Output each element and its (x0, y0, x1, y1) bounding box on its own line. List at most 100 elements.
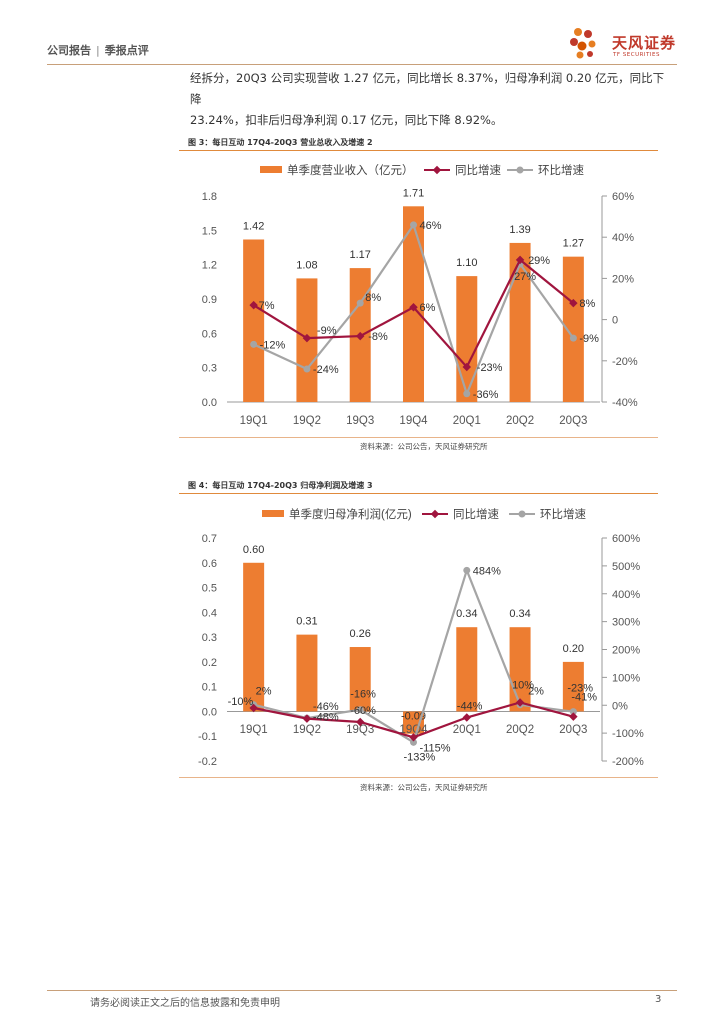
bar-value-label: 0.31 (296, 616, 317, 628)
qoq-value-label: 2% (256, 686, 272, 698)
report-category: 公司报告 | 季报点评 (47, 42, 149, 58)
legend-yoy-marker (430, 509, 440, 519)
yoy-value-label: -44% (457, 701, 483, 713)
bar-19Q2 (296, 634, 318, 712)
qoq-point (463, 566, 471, 574)
qoq-value-label: 484% (473, 565, 501, 577)
y2-tick-label: 300% (612, 617, 640, 629)
qoq-value-label: -9% (579, 333, 599, 345)
y2-tick-label: -40% (612, 397, 638, 409)
yoy-point (249, 703, 258, 713)
qoq-point (303, 365, 311, 373)
category-label: 公司报告 (47, 44, 91, 57)
x-tick-label: 19Q4 (399, 415, 428, 427)
y-tick-label: 0.6 (202, 328, 217, 340)
y-tick-label: 0.5 (202, 583, 217, 595)
qoq-value-label: 46% (420, 220, 442, 232)
bar-value-label: 1.08 (296, 259, 317, 271)
figure4-source: 资料来源：公司公告，天风证券研究所 (360, 783, 488, 792)
y2-tick-label: 0 (612, 315, 618, 327)
bar-value-label: 1.42 (243, 220, 264, 232)
y2-tick-label: -20% (612, 356, 638, 368)
qoq-value-label: -133% (404, 751, 436, 763)
yoy-value-label: -9% (317, 325, 337, 337)
legend-qoq-marker (516, 166, 524, 174)
figure4-top-rule (179, 493, 658, 494)
y-tick-label: 0.4 (202, 607, 217, 619)
legend-qoq-label: 环比增速 (540, 507, 586, 521)
legend-bar-label: 单季度归母净利润(亿元) (289, 507, 412, 521)
qoq-point (250, 340, 258, 348)
y-tick-label: -0.1 (198, 731, 217, 743)
yoy-point (355, 717, 365, 727)
figure4-title: 图 4：每日互动 17Q4-20Q3 归母净利润及增速 3 (188, 481, 373, 490)
y2-tick-label: 60% (612, 191, 634, 203)
yoy-point (515, 698, 525, 707)
qoq-point (410, 738, 417, 746)
x-tick-label: 19Q3 (346, 415, 374, 427)
x-tick-label: 19Q2 (293, 415, 321, 427)
y-tick-label: 1.8 (202, 191, 217, 203)
qoq-value-label: 8% (365, 292, 381, 304)
logo-text: 天风证券 (612, 34, 677, 52)
qoq-value-label: -16% (350, 689, 376, 701)
legend-yoy-label: 同比增速 (455, 163, 501, 177)
yoy-point (355, 331, 365, 341)
footer-divider (47, 990, 677, 991)
y-tick-label: 0.0 (202, 397, 217, 409)
qoq-value-label: -12% (260, 339, 286, 351)
yoy-value-label: 6% (420, 302, 436, 314)
legend-qoq-marker (518, 510, 526, 518)
y-tick-label: 0.6 (202, 558, 217, 570)
y-tick-label: 0.3 (202, 363, 217, 375)
bar-20Q1 (456, 627, 478, 712)
yoy-value-label: 29% (528, 255, 550, 267)
x-tick-label: 20Q2 (506, 415, 534, 427)
y-tick-label: 0.2 (202, 657, 217, 669)
intro-line-2: 23.24%，扣非后归母净利润 0.17 亿元，同比下降 8.92%。 (190, 113, 503, 127)
qoq-point (569, 334, 577, 342)
y2-tick-label: 20% (612, 273, 634, 285)
yoy-point (462, 362, 472, 372)
bar-value-label: 1.71 (403, 187, 424, 199)
yoy-point (302, 333, 312, 343)
bar-value-label: 0.20 (563, 643, 584, 655)
page-number: 3 (655, 994, 662, 1005)
yoy-point (462, 713, 472, 722)
y2-tick-label: 40% (612, 232, 634, 244)
yoy-value-label: 8% (579, 298, 595, 310)
bar-value-label: 0.60 (243, 544, 264, 556)
header-divider (47, 64, 677, 65)
y2-tick-label: -200% (612, 756, 644, 768)
bar-20Q2 (509, 242, 531, 402)
figure4-chart: 单季度归母净利润(亿元) 同比增速 环比增速 -0.2 -0.1 0.0 0.1 0.2 0.3… (198, 507, 644, 768)
yoy-point (409, 302, 418, 312)
y-tick-label: 0.7 (202, 533, 217, 545)
figure3-chart: 单季度营业收入（亿元） 同比增速 环比增速 0.0 0.3 0.6 0.9 1.2 1.5 1.8… (202, 163, 638, 427)
y2-tick-label: 600% (612, 533, 640, 545)
x-tick-label: 19Q1 (240, 415, 268, 427)
intro-paragraph: 经拆分，20Q3 公司实现营收 1.27 亿元，同比增长 8.37%，归母净利润… (190, 68, 675, 131)
y-tick-label: -0.2 (198, 756, 217, 768)
x-tick-label: 20Q2 (506, 724, 534, 736)
footer-disclaimer: 请务必阅读正文之后的信息披露和免责申明 (90, 998, 280, 1009)
y-tick-label: 0.3 (202, 632, 217, 644)
yoy-value-label: -115% (420, 742, 451, 754)
bar-20Q1 (456, 276, 478, 402)
yoy-point (302, 714, 312, 723)
legend-yoy-label: 同比增速 (453, 507, 499, 521)
yoy-value-label: -60% (350, 705, 376, 717)
yoy-point (409, 733, 418, 742)
bar-value-label: 0.34 (456, 608, 477, 620)
legend-bar-swatch (260, 166, 282, 173)
bar-20Q3 (562, 256, 584, 402)
yoy-point (249, 300, 258, 310)
y2-tick-label: 200% (612, 645, 640, 657)
y-tick-label: 0.9 (202, 294, 217, 306)
qoq-value-label: -36% (473, 389, 499, 401)
y-tick-label: 0.0 (202, 706, 217, 718)
qoq-point (356, 706, 364, 714)
legend-yoy-marker (432, 165, 442, 175)
yoy-point (569, 712, 578, 721)
qoq-point (356, 299, 364, 307)
